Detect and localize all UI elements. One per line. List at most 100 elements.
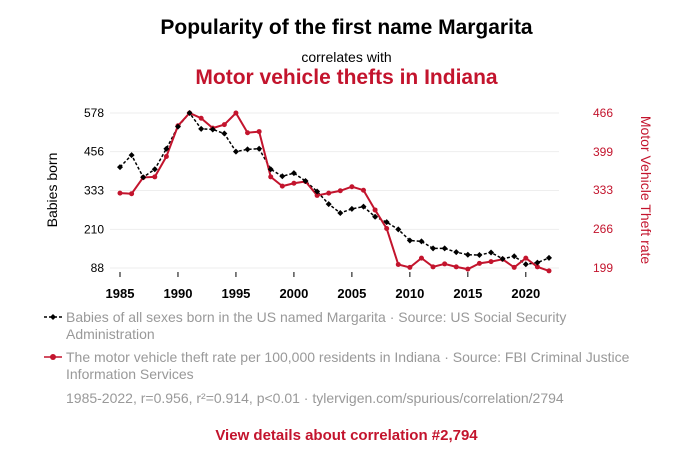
x-axis-ticks: 1985 1990 1995 2000 2005 2010 2015 2020 bbox=[106, 272, 540, 300]
data-point-series2 bbox=[152, 174, 158, 180]
x-tick-label: 2010 bbox=[395, 286, 424, 300]
data-point-series1 bbox=[186, 110, 193, 116]
series-line-2 bbox=[119, 111, 550, 272]
data-point-series2 bbox=[418, 255, 424, 261]
data-point-series1 bbox=[476, 252, 483, 259]
data-point-series1 bbox=[488, 249, 495, 256]
data-point-series2 bbox=[326, 190, 332, 196]
data-point-series1 bbox=[174, 123, 181, 130]
data-point-series1 bbox=[546, 254, 552, 261]
data-point-series1 bbox=[395, 226, 402, 233]
legend-marker-red-icon bbox=[44, 354, 62, 360]
data-point-series2 bbox=[511, 264, 517, 270]
data-point-series1 bbox=[256, 145, 263, 152]
data-point-series1 bbox=[302, 178, 309, 185]
data-point-series1 bbox=[290, 170, 297, 177]
y-axis-right-label: Motor Vehicle Theft rate bbox=[638, 116, 654, 265]
data-point-series2 bbox=[221, 122, 227, 128]
data-point-series1 bbox=[140, 174, 147, 181]
y-tick-label-left: 88 bbox=[91, 261, 105, 275]
data-point-series2 bbox=[349, 184, 355, 190]
data-point-series2 bbox=[360, 187, 366, 193]
data-point-series2 bbox=[198, 115, 204, 121]
y-tick-label-right: 466 bbox=[593, 106, 613, 120]
data-point-series1 bbox=[372, 213, 379, 220]
data-point-series2 bbox=[465, 266, 471, 272]
data-point-series2 bbox=[372, 207, 378, 213]
y-tick-label-right: 333 bbox=[593, 183, 613, 197]
y-tick-label-right: 266 bbox=[593, 222, 613, 236]
data-point-series2 bbox=[337, 188, 343, 194]
data-point-series1 bbox=[441, 245, 448, 252]
data-point-series2 bbox=[291, 180, 297, 186]
data-point-series2 bbox=[256, 129, 262, 135]
data-point-series2 bbox=[476, 260, 482, 266]
data-point-series2 bbox=[163, 154, 169, 160]
data-point-series2 bbox=[395, 262, 401, 268]
legend-marker-black-icon bbox=[44, 314, 62, 320]
data-point-series1 bbox=[117, 164, 123, 171]
data-point-series1 bbox=[511, 253, 518, 260]
data-point-series1 bbox=[499, 255, 506, 262]
data-point-series2 bbox=[453, 264, 459, 270]
data-point-series2 bbox=[534, 264, 540, 270]
legend-label-series2: The motor vehicle theft rate per 100,000… bbox=[66, 349, 630, 382]
y-tick-label-right: 199 bbox=[593, 261, 613, 275]
x-tick-label: 1985 bbox=[106, 286, 135, 300]
data-point-series1 bbox=[151, 166, 158, 173]
y-axis-right-ticks: 199 266 333 399 466 bbox=[593, 106, 613, 275]
view-details-link[interactable]: View details about correlation #2,794 bbox=[215, 427, 478, 444]
x-tick-label: 1995 bbox=[221, 286, 250, 300]
data-point-series1 bbox=[244, 146, 251, 153]
data-point-series2 bbox=[245, 130, 251, 136]
data-point-series2 bbox=[117, 190, 123, 196]
data-point-series1 bbox=[232, 148, 239, 155]
x-tick-label: 2015 bbox=[453, 286, 482, 300]
data-point-series1 bbox=[314, 188, 321, 195]
data-point-series1 bbox=[128, 152, 135, 159]
legend-label-series1: Babies of all sexes born in the US named… bbox=[66, 309, 567, 342]
data-point-series1 bbox=[453, 249, 460, 256]
data-point-series1 bbox=[198, 125, 205, 132]
data-point-series2 bbox=[523, 255, 529, 261]
data-point-series2 bbox=[314, 192, 320, 198]
y-axis-left-ticks: 88 210 333 456 578 bbox=[84, 106, 104, 275]
series-lines bbox=[117, 110, 552, 274]
data-point-series2 bbox=[488, 259, 494, 265]
data-point-series1 bbox=[418, 238, 425, 245]
data-point-series1 bbox=[221, 130, 228, 137]
y-tick-label-right: 399 bbox=[593, 145, 613, 159]
data-point-series1 bbox=[163, 145, 170, 152]
data-point-series2 bbox=[384, 226, 390, 232]
series-line-1 bbox=[119, 111, 550, 265]
x-tick-label: 2005 bbox=[337, 286, 366, 300]
data-point-series1 bbox=[430, 245, 437, 252]
data-point-series1 bbox=[348, 205, 355, 212]
data-point-series2 bbox=[268, 174, 274, 180]
data-point-series2 bbox=[430, 264, 436, 270]
data-point-series2 bbox=[407, 264, 413, 270]
data-point-series1 bbox=[279, 173, 286, 180]
data-point-series1 bbox=[267, 166, 274, 173]
y-tick-label-left: 333 bbox=[84, 184, 104, 198]
data-point-series1 bbox=[325, 201, 332, 208]
data-point-series2 bbox=[546, 268, 552, 274]
chart-subtitle: correlates with bbox=[301, 49, 392, 65]
data-point-series1 bbox=[383, 219, 390, 226]
x-tick-label: 2020 bbox=[511, 286, 540, 300]
data-point-series2 bbox=[129, 191, 135, 197]
data-point-series1 bbox=[406, 237, 413, 244]
y-tick-label-left: 456 bbox=[84, 145, 104, 159]
x-tick-label: 2000 bbox=[279, 286, 308, 300]
y-tick-label-left: 210 bbox=[84, 222, 104, 236]
correlation-stats: 1985-2022, r=0.956, r²=0.914, p<0.01 · t… bbox=[66, 390, 564, 406]
gridlines bbox=[110, 112, 559, 269]
data-point-series2 bbox=[442, 261, 448, 267]
y-tick-label-left: 578 bbox=[84, 106, 104, 120]
chart-title-secondary: Motor vehicle thefts in Indiana bbox=[195, 66, 498, 89]
data-point-series1 bbox=[337, 209, 344, 216]
data-point-series1 bbox=[522, 261, 529, 268]
data-point-series2 bbox=[233, 110, 239, 116]
data-point-series1 bbox=[360, 203, 367, 210]
